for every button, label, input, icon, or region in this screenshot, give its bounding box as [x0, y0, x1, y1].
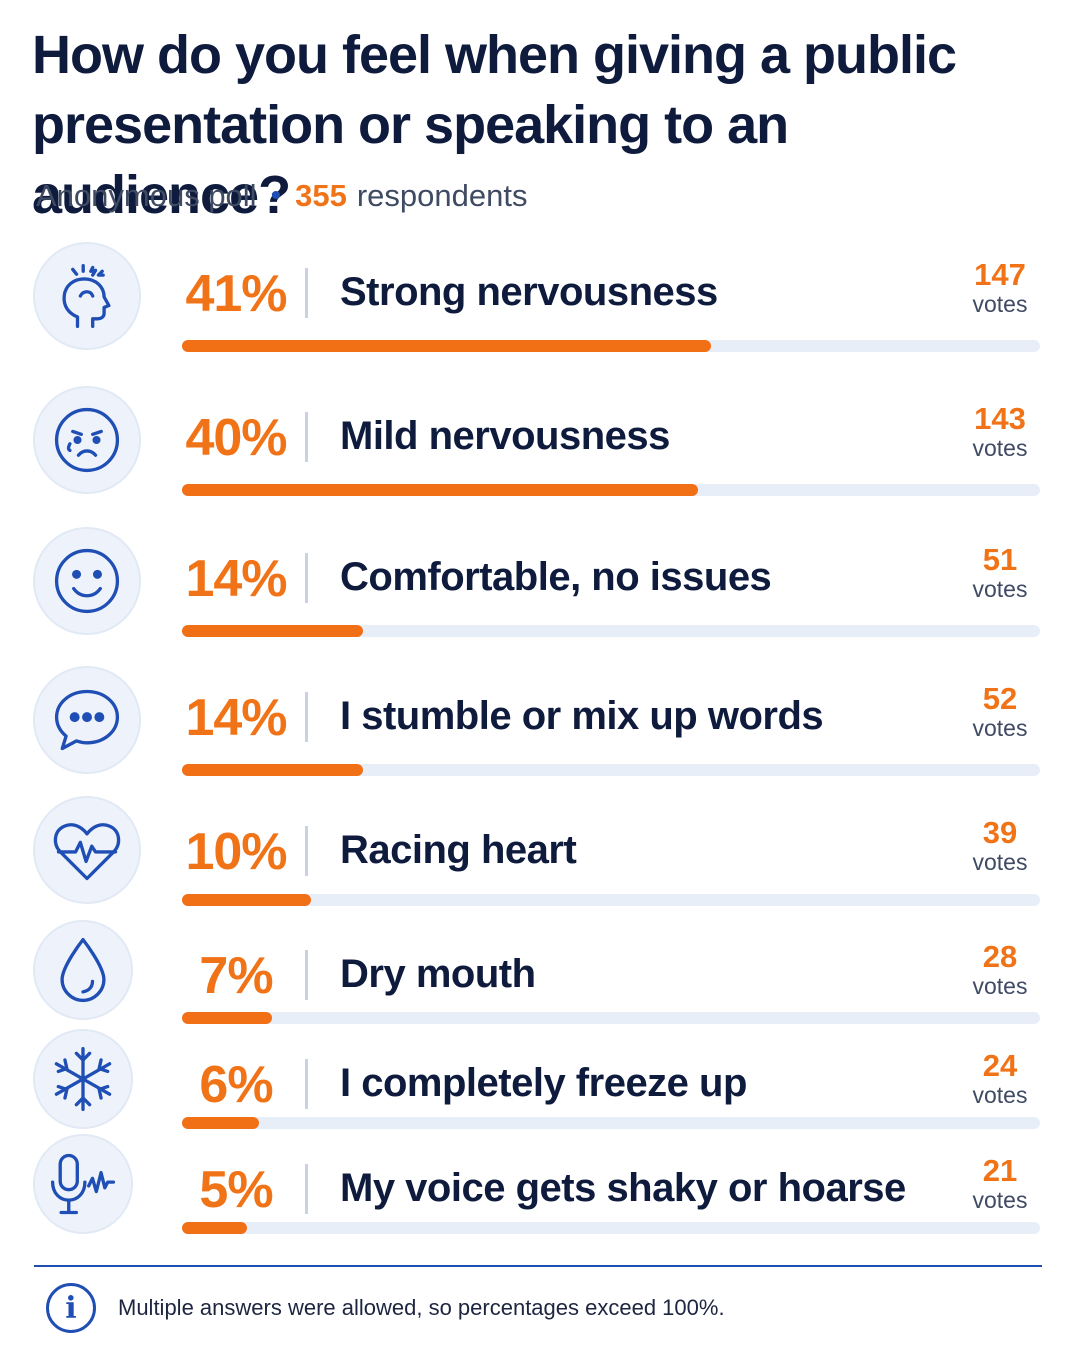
footer-divider	[34, 1265, 1042, 1267]
poll-type: Anonymous poll	[36, 178, 257, 213]
heartbeat-icon	[33, 796, 141, 904]
separator	[305, 950, 308, 1000]
percent-label: 14%	[185, 689, 287, 747]
respondents-count: 355	[295, 178, 347, 213]
option-label: Mild nervousness	[340, 414, 670, 458]
worried-face-icon	[33, 386, 141, 494]
vote-number: 147	[974, 257, 1026, 292]
votes-word: votes	[972, 576, 1028, 603]
footnote: i Multiple answers were allowed, so perc…	[46, 1283, 725, 1333]
bar-fill	[182, 340, 711, 352]
separator	[305, 826, 308, 876]
bar-fill	[182, 894, 311, 906]
vote-number: 143	[974, 401, 1026, 436]
result-row: 14% Comfortable, no issues 51 votes	[0, 527, 1080, 657]
result-row: 10% Racing heart 39 votes	[0, 796, 1080, 922]
vote-count: 147 votes	[950, 257, 1050, 318]
vote-number: 24	[982, 1048, 1018, 1083]
vote-count: 39 votes	[950, 815, 1050, 876]
percent-label: 40%	[185, 409, 287, 467]
result-row: 5% My voice gets shaky or hoarse 21 votes	[0, 1134, 1080, 1254]
percent-label: 6%	[199, 1056, 273, 1114]
vote-number: 39	[982, 815, 1018, 850]
votes-word: votes	[972, 973, 1028, 1000]
smiling-face-icon	[33, 527, 141, 635]
option-label: Comfortable, no issues	[340, 555, 772, 599]
separator	[305, 1059, 308, 1109]
vote-count: 28 votes	[950, 939, 1050, 1000]
respondents-label: respondents	[356, 178, 528, 213]
bar-track	[182, 1222, 1040, 1234]
option-label: Dry mouth	[340, 952, 536, 996]
separator	[305, 553, 308, 603]
bar-fill	[182, 1012, 272, 1024]
option-label: My voice gets shaky or hoarse	[340, 1166, 906, 1210]
vote-count: 21 votes	[950, 1153, 1050, 1214]
percent-label: 10%	[185, 823, 287, 881]
bar-track	[182, 625, 1040, 637]
microphone-icon	[33, 1134, 133, 1234]
vote-number: 52	[982, 681, 1018, 716]
vote-number: 51	[982, 542, 1018, 577]
bar-fill	[182, 484, 698, 496]
votes-word: votes	[972, 1187, 1028, 1214]
votes-word: votes	[972, 435, 1028, 462]
bar-track	[182, 484, 1040, 496]
footnote-text: Multiple answers were allowed, so percen…	[118, 1295, 725, 1320]
result-row: 41% Strong nervousness 147 votes	[0, 242, 1080, 372]
result-row: 6% I completely freeze up 24 votes	[0, 1029, 1080, 1147]
votes-word: votes	[972, 1082, 1028, 1109]
stressed-head-icon	[33, 242, 141, 350]
vote-number: 21	[982, 1153, 1018, 1188]
bar-fill	[182, 764, 363, 776]
percent-label: 5%	[199, 1161, 273, 1219]
snowflake-icon	[33, 1029, 133, 1129]
option-label: I completely freeze up	[340, 1061, 747, 1105]
result-row: 7% Dry mouth 28 votes	[0, 920, 1080, 1040]
info-icon: i	[46, 1283, 96, 1333]
result-row: 40% Mild nervousness 143 votes	[0, 386, 1080, 516]
bar-track	[182, 894, 1040, 906]
option-label: Racing heart	[340, 828, 577, 872]
bar-fill	[182, 1117, 259, 1129]
votes-word: votes	[972, 291, 1028, 318]
separator	[305, 268, 308, 318]
bar-fill	[182, 1222, 247, 1234]
votes-word: votes	[972, 849, 1028, 876]
separator	[305, 412, 308, 462]
vote-number: 28	[982, 939, 1018, 974]
votes-word: votes	[972, 715, 1028, 742]
bar-track	[182, 764, 1040, 776]
vote-count: 143 votes	[950, 401, 1050, 462]
separator	[305, 692, 308, 742]
speech-bubble-icon	[33, 666, 141, 774]
poll-subtitle: Anonymous poll • 355 respondents	[36, 178, 527, 214]
option-label: I stumble or mix up words	[340, 694, 824, 738]
percent-label: 41%	[185, 265, 287, 323]
bar-track	[182, 1117, 1040, 1129]
separator	[305, 1164, 308, 1214]
poll-title: How do you feel when giving a public pre…	[32, 25, 957, 225]
vote-count: 24 votes	[950, 1048, 1050, 1109]
bar-fill	[182, 625, 363, 637]
vote-count: 51 votes	[950, 542, 1050, 603]
water-drop-icon	[33, 920, 133, 1020]
percent-label: 7%	[199, 947, 273, 1005]
bar-track	[182, 1012, 1040, 1024]
option-label: Strong nervousness	[340, 270, 718, 314]
vote-count: 52 votes	[950, 681, 1050, 742]
percent-label: 14%	[185, 550, 287, 608]
bullet-separator: •	[270, 179, 282, 212]
bar-track	[182, 340, 1040, 352]
result-row: 14% I stumble or mix up words 52 votes	[0, 666, 1080, 796]
